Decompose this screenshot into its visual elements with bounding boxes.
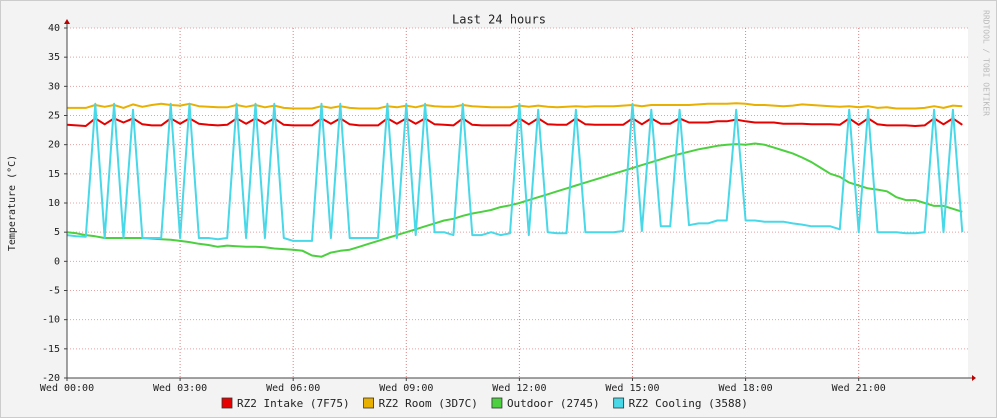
grid: -20 -15 -10 -5 0 5 10 15 20 25 30 35 40 Wed 00:00 Wed … bbox=[40, 23, 968, 394]
legend-swatch bbox=[363, 397, 374, 409]
series-line bbox=[66, 102, 964, 242]
legend-swatch bbox=[491, 397, 503, 409]
y-tick-label: 20 bbox=[48, 140, 60, 151]
x-tick-label: Wed 12:00 bbox=[492, 383, 546, 394]
x-tick-label: Wed 06:00 bbox=[266, 383, 320, 394]
y-tick-label: 30 bbox=[48, 81, 60, 92]
x-tick-label: Wed 09:00 bbox=[379, 383, 433, 394]
legend-swatch bbox=[221, 397, 233, 409]
axes bbox=[64, 19, 976, 381]
y-tick-label: 10 bbox=[48, 198, 60, 209]
x-arrow bbox=[972, 375, 976, 381]
y-tick-label: -15 bbox=[42, 344, 60, 355]
legend-label: RZ2 Intake (7F75) bbox=[237, 397, 350, 410]
x-tick-label: Wed 15:00 bbox=[605, 383, 659, 394]
legend-swatch bbox=[613, 397, 625, 409]
y-tick-label: 5 bbox=[54, 227, 60, 238]
lines bbox=[66, 102, 964, 258]
y-tick-label: 35 bbox=[48, 52, 60, 63]
x-tick-label: Wed 21:00 bbox=[832, 383, 886, 394]
y-tick-label: -20 bbox=[42, 373, 60, 384]
legend: RZ2 Intake (7F75) RZ2 Room (3D7C) Outdoor … bbox=[221, 397, 748, 410]
legend-label: RZ2 Room (3D7C) bbox=[379, 397, 478, 410]
legend-label: Outdoor (2745) bbox=[507, 397, 600, 410]
watermark: RRDTOOL / TOBI OETIKER bbox=[982, 10, 991, 116]
y-tick-label: 25 bbox=[48, 111, 60, 122]
series-line bbox=[66, 142, 963, 258]
x-tick-label: Wed 18:00 bbox=[718, 383, 772, 394]
y-tick-label: 15 bbox=[48, 169, 60, 180]
legend-label: RZ2 Cooling (3588) bbox=[629, 397, 748, 410]
x-tick-label: Wed 03:00 bbox=[153, 383, 207, 394]
chart-title: Last 24 hours bbox=[452, 13, 546, 27]
x-tick-label: Wed 00:00 bbox=[40, 383, 94, 394]
y-axis-label: Temperature (°C) bbox=[7, 155, 18, 251]
y-tick-label: -5 bbox=[48, 286, 60, 297]
y-tick-label: 40 bbox=[48, 23, 60, 34]
y-tick-label: -10 bbox=[42, 315, 60, 326]
series-line bbox=[67, 102, 963, 110]
series-line bbox=[66, 117, 963, 127]
y-tick-label: 0 bbox=[54, 256, 60, 267]
y-arrow bbox=[64, 19, 70, 24]
